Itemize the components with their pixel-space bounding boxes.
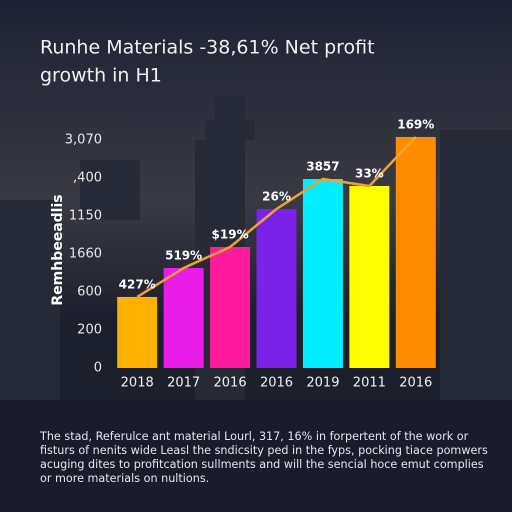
y-tick-label: 200 <box>77 323 102 338</box>
x-tick-label: 2016 <box>260 376 293 391</box>
bar-annotation: 3857 <box>306 159 339 173</box>
trend-line <box>136 136 417 299</box>
y-tick-label: ,400 <box>73 171 102 186</box>
chart-title: growth in H1 <box>40 65 162 87</box>
chart-title: Runhe Materials -38,61% Net profit <box>40 37 375 59</box>
x-tick-label: 2016 <box>214 376 247 391</box>
y-tick-label: 1660 <box>69 247 102 262</box>
bar <box>395 136 436 368</box>
bar <box>349 185 390 368</box>
y-axis-label: Remhbeeadlis <box>50 194 66 305</box>
footer-text: The stad, Referulce ant material Lourl, … <box>40 430 488 485</box>
bar <box>256 209 297 368</box>
bar-annotation: 169% <box>397 117 434 131</box>
x-tick-label: 2016 <box>399 376 432 391</box>
x-tick-label: 2019 <box>306 376 339 391</box>
footer-band <box>0 400 512 512</box>
bar-annotation: 26% <box>262 190 291 204</box>
bar <box>302 178 343 368</box>
y-tick-label: 1150 <box>69 209 102 224</box>
y-tick-label: 0 <box>94 361 102 376</box>
x-tick-label: 2011 <box>353 376 386 391</box>
bar <box>210 247 251 368</box>
bar <box>163 267 204 368</box>
bar-annotation: 33% <box>355 166 384 180</box>
y-tick-label: 3,070 <box>65 133 102 148</box>
bar-annotation: 519% <box>165 248 202 262</box>
y-tick-label: 600 <box>77 285 102 300</box>
bar-annotation: 427% <box>119 277 156 291</box>
bar <box>117 296 158 368</box>
x-tick-label: 2018 <box>121 376 154 391</box>
bar-annotation: $19% <box>212 228 249 242</box>
x-tick-label: 2017 <box>167 376 200 391</box>
